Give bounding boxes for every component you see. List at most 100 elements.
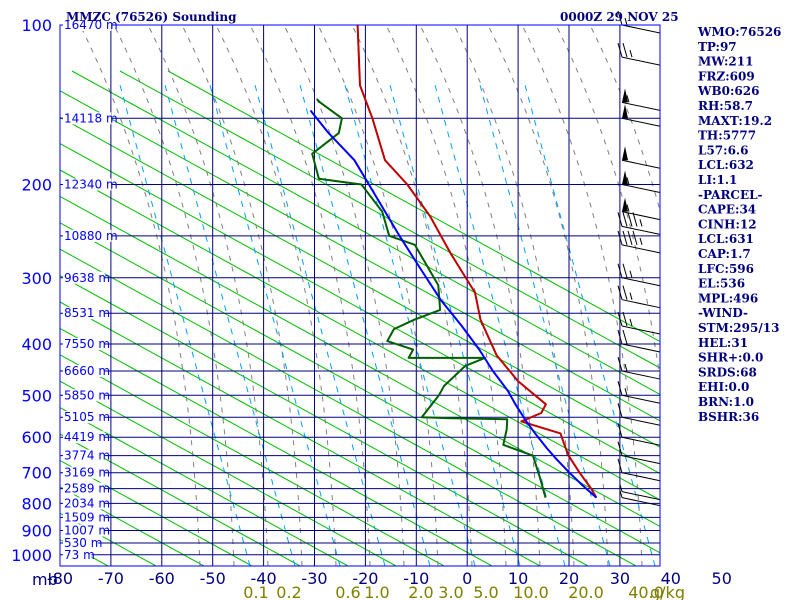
pressure-unit-label: mb bbox=[32, 570, 58, 589]
wind-barb-shaft bbox=[621, 491, 661, 501]
wind-barb-half-feather bbox=[624, 363, 628, 372]
stability-index-entry: -WIND- bbox=[698, 306, 748, 320]
temperature-tick-label: -40 bbox=[251, 569, 277, 588]
mixing-ratio-unit: g/kg bbox=[650, 583, 685, 600]
temperature-tick-label: -60 bbox=[149, 569, 175, 588]
pressure-tick-label: 600 bbox=[21, 428, 52, 447]
wind-barb-pennant bbox=[622, 88, 628, 103]
stability-index-entry: LFC:596 bbox=[698, 262, 754, 276]
wind-barb-feather bbox=[617, 263, 623, 278]
chart-title: MMZC (76526) Sounding bbox=[66, 10, 237, 24]
height-label-bg bbox=[63, 411, 105, 424]
wind-barb-half-feather bbox=[626, 95, 630, 103]
stability-index-entry: -PARCEL- bbox=[698, 188, 763, 202]
stability-index-entry: WB0:626 bbox=[697, 84, 759, 98]
pressure-tick-label: 800 bbox=[21, 494, 52, 513]
height-label-bg bbox=[63, 271, 105, 284]
mixing-ratio-tick-label: 40.0 bbox=[628, 583, 664, 600]
dry-adiabat-line bbox=[60, 90, 660, 422]
wind-barb-half-feather bbox=[629, 292, 633, 300]
height-label: 3774 m bbox=[64, 449, 110, 463]
wind-barb-half-feather bbox=[629, 50, 633, 58]
moist-adiabat-line bbox=[555, 25, 660, 383]
wind-barb-shaft bbox=[621, 370, 661, 380]
temperature-profile-line bbox=[356, 25, 598, 499]
stability-index-entry: BRN:1.0 bbox=[698, 395, 754, 409]
wind-barb-shaft bbox=[621, 472, 661, 482]
wind-barb-feather bbox=[627, 212, 633, 227]
height-label-bg bbox=[63, 229, 112, 242]
wind-barb-feather bbox=[617, 329, 623, 345]
height-label: 530 m bbox=[64, 536, 102, 550]
wind-barb-half-feather bbox=[624, 388, 628, 396]
moist-adiabat-line bbox=[351, 25, 473, 566]
wind-barb-feather bbox=[622, 285, 628, 300]
dry-adiabat-line bbox=[60, 327, 493, 566]
height-label: 12340 m bbox=[64, 177, 118, 191]
height-label-bg bbox=[63, 307, 105, 320]
wind-barb-shaft bbox=[621, 183, 661, 193]
moist-adiabat-line bbox=[487, 25, 609, 566]
wind-barb-feather bbox=[617, 403, 623, 418]
height-label: 1007 m bbox=[64, 524, 110, 538]
isobar-grid bbox=[60, 25, 660, 566]
wind-barb-half-feather bbox=[619, 490, 623, 498]
height-label-bg bbox=[63, 449, 105, 462]
height-label-bg bbox=[63, 497, 105, 510]
background-lines bbox=[60, 25, 660, 566]
moist-adiabat-line bbox=[453, 25, 575, 566]
dry-adiabat-line bbox=[71, 70, 660, 395]
dry-adiabat-line bbox=[60, 143, 660, 475]
stability-index-entry: SHR+:0.0 bbox=[698, 351, 763, 365]
wind-barb-feather bbox=[617, 458, 623, 473]
dry-adiabat-line bbox=[167, 70, 660, 343]
stability-index-entry: CINH:12 bbox=[698, 217, 757, 231]
temperature-tick-label: -10 bbox=[403, 569, 429, 588]
dry-adiabat-line bbox=[60, 275, 589, 566]
pressure-labels: 100 200 300 400 500 600 700 800 900 1000 bbox=[11, 16, 52, 565]
dry-adiabat-line bbox=[60, 354, 445, 566]
pressure-tick-label: 100 bbox=[21, 16, 52, 35]
stability-index-entry: WMO:76526 bbox=[697, 25, 781, 39]
wind-barb-shaft bbox=[621, 56, 661, 66]
moist-adiabat-line bbox=[147, 25, 269, 566]
chart-timestamp: 0000Z 29 NOV 25 bbox=[560, 10, 679, 24]
mixing-ratio-tick-label: 1.0 bbox=[364, 583, 389, 600]
wind-barb-pennant bbox=[622, 146, 628, 161]
wind-barb-shaft bbox=[621, 343, 661, 353]
height-label: 2034 m bbox=[64, 496, 110, 510]
pressure-tick-label: 900 bbox=[21, 522, 52, 541]
plot-border bbox=[59, 24, 661, 567]
dry-adiabat-line bbox=[60, 565, 61, 566]
wind-barb-half-feather bbox=[639, 219, 643, 227]
pressure-tick-label: 500 bbox=[21, 386, 52, 405]
stability-index-entry: LI:1.1 bbox=[698, 173, 737, 187]
moist-adiabat-line bbox=[317, 25, 439, 566]
temperature-axis-labels: -80 -70 -60 -50 -40 -30 -20 -10 0 10 20 30 40 50 bbox=[47, 569, 732, 588]
height-label: 3169 m bbox=[64, 466, 110, 480]
wind-barb-feather bbox=[617, 10, 623, 26]
stability-indices-panel: WMO:76526TP:97MW:211FRZ:609WB0:626RH:58.… bbox=[697, 25, 781, 424]
moist-adiabat-line bbox=[589, 25, 660, 213]
height-label-bg bbox=[63, 389, 105, 402]
wind-barb-half-feather bbox=[626, 204, 630, 212]
temperature-tick-label: 40 bbox=[661, 569, 681, 588]
mixing-ratio-tick-label: 0.6 bbox=[335, 583, 360, 600]
wind-barb-column bbox=[617, 10, 661, 566]
dry-adiabat-line bbox=[60, 433, 301, 566]
dry-adiabat-line bbox=[60, 380, 397, 566]
profile-lines bbox=[309, 25, 598, 499]
stability-index-entry: EL:536 bbox=[698, 277, 745, 291]
height-label: 5105 m bbox=[64, 410, 110, 424]
wind-barb-shaft bbox=[621, 244, 661, 254]
height-label-bg bbox=[63, 511, 105, 524]
stability-index-entry: CAPE:34 bbox=[698, 203, 756, 217]
wind-barb-feather bbox=[632, 212, 638, 227]
temperature-tick-label: 0 bbox=[462, 569, 472, 588]
dry-adiabat-line bbox=[60, 222, 660, 554]
height-label: 7550 m bbox=[64, 337, 110, 351]
stability-index-entry: SRDS:68 bbox=[698, 365, 757, 379]
temperature-tick-label: 50 bbox=[712, 569, 732, 588]
wind-barb-shaft bbox=[621, 117, 661, 127]
